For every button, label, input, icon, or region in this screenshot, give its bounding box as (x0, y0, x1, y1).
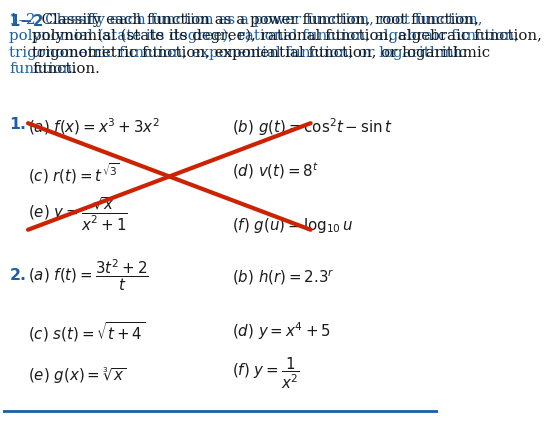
Text: $(a)\ f(t) = \dfrac{3t^2+2}{t}$: $(a)\ f(t) = \dfrac{3t^2+2}{t}$ (28, 257, 148, 293)
Text: $(c)\ r(t) = t^{\sqrt{3}}$: $(c)\ r(t) = t^{\sqrt{3}}$ (28, 161, 120, 186)
Text: Classify each function as a power function, root function,
polynomial (state its: Classify each function as a power functi… (32, 13, 542, 76)
Text: $\mathbf{1.}$: $\mathbf{1.}$ (9, 116, 26, 133)
Text: $(e)\ y = \dfrac{\sqrt{x}}{x^2+1}$: $(e)\ y = \dfrac{\sqrt{x}}{x^2+1}$ (28, 196, 128, 233)
Text: 1–2  Classify each function as a power function, root function,
polynomial (stat: 1–2 Classify each function as a power fu… (9, 13, 519, 76)
Text: $\mathbf{2.}$: $\mathbf{2.}$ (9, 267, 26, 284)
Text: $(c)\ s(t) = \sqrt{t+4}$: $(c)\ s(t) = \sqrt{t+4}$ (28, 321, 145, 344)
Text: $(d)\ y = x^4 + 5$: $(d)\ y = x^4 + 5$ (232, 321, 331, 342)
Text: $(f)\ y = \dfrac{1}{x^2}$: $(f)\ y = \dfrac{1}{x^2}$ (232, 356, 300, 392)
Text: $(d)\ v(t) = 8^t$: $(d)\ v(t) = 8^t$ (232, 161, 319, 181)
Text: $(e)\ g(x) = \sqrt[3]{x}$: $(e)\ g(x) = \sqrt[3]{x}$ (28, 366, 126, 386)
Text: $\mathbf{1}$$\mathbf{-}$$\mathbf{2}$: $\mathbf{1}$$\mathbf{-}$$\mathbf{2}$ (9, 13, 43, 29)
Text: $(f)\ g(u) = \log_{10} u$: $(f)\ g(u) = \log_{10} u$ (232, 216, 353, 235)
Text: $(b)\ g(t) = \cos^2\!t - \sin t$: $(b)\ g(t) = \cos^2\!t - \sin t$ (232, 116, 392, 138)
Text: $(a)\ f(x) = x^3 + 3x^2$: $(a)\ f(x) = x^3 + 3x^2$ (28, 116, 160, 137)
Text: $(b)\ h(r) = 2.3^r$: $(b)\ h(r) = 2.3^r$ (232, 267, 335, 287)
